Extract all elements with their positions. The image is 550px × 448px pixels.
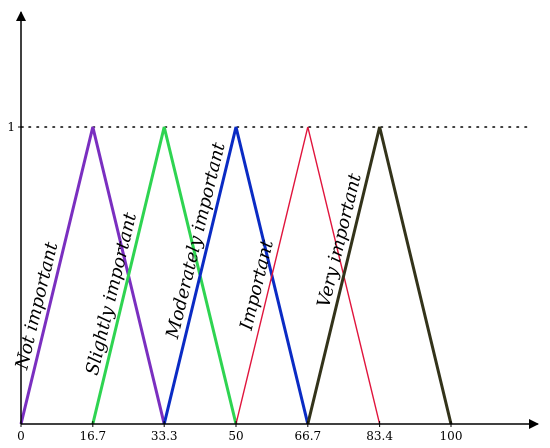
series-line-not-important <box>19 126 166 425</box>
series-label-important: Important <box>236 237 278 333</box>
series-line-important <box>235 126 381 425</box>
x-tick-label: 50 <box>228 429 243 443</box>
series-line-slightly-important <box>91 126 238 425</box>
series-label-moderately-important: Moderately important <box>162 140 230 342</box>
x-tick-label: 66.7 <box>294 429 321 443</box>
series-line-very-important <box>306 126 453 425</box>
y-tick-label: 1 <box>7 120 15 134</box>
x-tick-label: 33.3 <box>151 429 178 443</box>
x-tick-label: 83.4 <box>366 429 393 443</box>
series-line-moderately-important <box>162 126 310 425</box>
x-tick-label: 100 <box>440 429 463 443</box>
x-tick-label: 16.7 <box>79 429 106 443</box>
x-tick-label: 0 <box>17 429 25 443</box>
